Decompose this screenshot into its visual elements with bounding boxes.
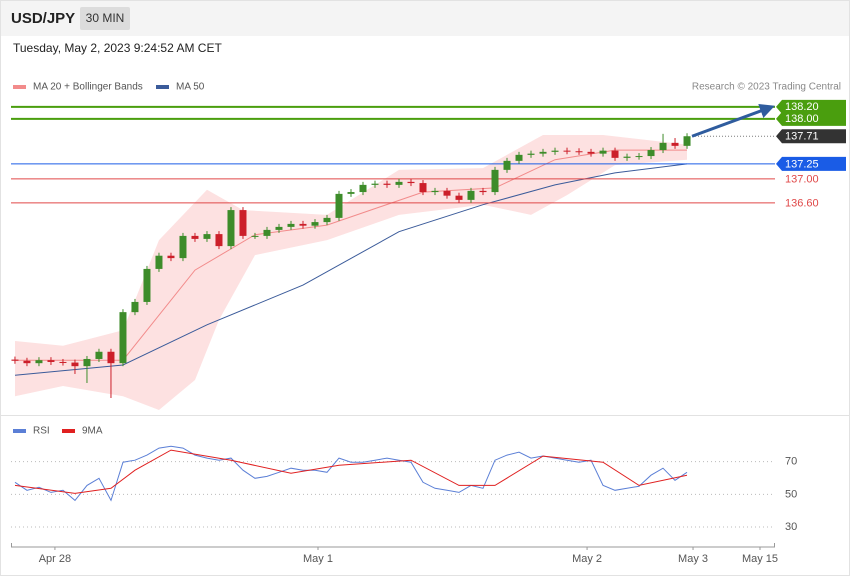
candle-body bbox=[227, 210, 235, 247]
candle-body bbox=[95, 351, 103, 359]
legend-swatch bbox=[13, 85, 26, 89]
candle-body bbox=[23, 360, 31, 364]
candle-body bbox=[203, 234, 211, 239]
level-box bbox=[776, 111, 846, 126]
candle-body bbox=[683, 136, 691, 146]
timeframe-box bbox=[80, 7, 130, 30]
candle-body bbox=[143, 268, 151, 302]
legend-label: MA 50 bbox=[176, 82, 205, 93]
candle-body bbox=[527, 153, 535, 155]
level-label: 137.71 bbox=[785, 131, 819, 143]
candle-body bbox=[35, 360, 43, 364]
candle-body bbox=[347, 192, 355, 194]
legend-label: MA 20 + Bollinger Bands bbox=[33, 82, 143, 93]
candle-body bbox=[551, 150, 559, 152]
y-tick-label: 70 bbox=[785, 456, 797, 468]
rsi-panel: RSI 9MA 30 50 70 Apr 28 May 1 May 2 May 3 May 15 bbox=[11, 426, 797, 565]
x-tick-label: May 3 bbox=[678, 553, 708, 565]
candle-body bbox=[383, 183, 391, 185]
candle-body bbox=[443, 190, 451, 196]
candle-body bbox=[623, 156, 631, 158]
price-panel: MA 20 + Bollinger Bands MA 50 138.20138.00… bbox=[11, 82, 846, 410]
candle-body bbox=[371, 183, 379, 185]
level-label: 137.00 bbox=[785, 173, 819, 185]
forecast-arrow bbox=[691, 103, 775, 138]
x-tick-label: Apr 28 bbox=[39, 553, 71, 565]
candle-body bbox=[167, 255, 175, 259]
level-box bbox=[776, 99, 846, 114]
level-label: 138.20 bbox=[785, 101, 819, 113]
candle-body bbox=[251, 235, 259, 237]
candle-body bbox=[455, 195, 463, 200]
candle-body bbox=[83, 358, 91, 367]
legend-swatch bbox=[62, 429, 75, 433]
level-box bbox=[776, 156, 846, 171]
candle-body bbox=[503, 160, 511, 170]
candle-body bbox=[119, 312, 127, 364]
candle-body bbox=[287, 223, 295, 227]
level-label: 136.60 bbox=[785, 197, 819, 209]
candle-body bbox=[395, 181, 403, 185]
candle-body bbox=[563, 150, 571, 152]
legend-swatch bbox=[156, 85, 169, 89]
candle-body bbox=[467, 190, 475, 200]
candle-body bbox=[155, 255, 163, 269]
candle-body bbox=[587, 151, 595, 154]
candle-body bbox=[239, 210, 247, 236]
level-label: 138.00 bbox=[785, 113, 819, 125]
candle-body bbox=[191, 235, 199, 239]
candle-body bbox=[407, 181, 415, 184]
moving-average bbox=[15, 149, 687, 361]
candle-body bbox=[71, 362, 79, 367]
candle-body bbox=[47, 360, 55, 362]
candle-body bbox=[431, 190, 439, 193]
rsi-line bbox=[14, 445, 688, 502]
candle-body bbox=[575, 151, 583, 153]
level-box bbox=[776, 129, 846, 144]
x-tick-label: May 15 bbox=[742, 553, 778, 565]
candle-body bbox=[647, 150, 655, 157]
y-tick-label: 50 bbox=[785, 488, 797, 500]
legend-label: 9MA bbox=[82, 426, 103, 437]
level-label: 137.25 bbox=[785, 158, 819, 170]
candle-body bbox=[179, 235, 187, 259]
moving-average bbox=[14, 163, 688, 376]
candle-body bbox=[515, 154, 523, 161]
candle-body bbox=[335, 193, 343, 218]
rsi-ma-line bbox=[14, 449, 688, 494]
y-tick-label: 30 bbox=[785, 521, 797, 533]
header-bar bbox=[1, 1, 849, 36]
x-tick-label: May 2 bbox=[572, 553, 602, 565]
credit: Research © 2023 Trading Central bbox=[692, 82, 841, 93]
candle-body bbox=[659, 142, 667, 151]
candle-body bbox=[359, 184, 367, 193]
candle-body bbox=[215, 234, 223, 247]
timeframe: 30 MIN bbox=[86, 11, 125, 25]
candle-body bbox=[263, 229, 271, 236]
candle-body bbox=[419, 183, 427, 193]
candle-body bbox=[635, 156, 643, 158]
x-tick-label: May 1 bbox=[303, 553, 333, 565]
candle-body bbox=[599, 150, 607, 154]
candle-body bbox=[107, 351, 115, 364]
candle-body bbox=[11, 359, 19, 361]
candle-body bbox=[479, 190, 487, 193]
candle-body bbox=[323, 217, 331, 223]
candle-body bbox=[611, 150, 619, 158]
date: Tuesday, May 2, 2023 9:24:52 AM CET bbox=[13, 41, 222, 55]
candle-body bbox=[311, 222, 319, 226]
candle-body bbox=[539, 151, 547, 154]
candle-body bbox=[299, 223, 307, 226]
candle-body bbox=[491, 169, 499, 193]
symbol: USD/JPY bbox=[11, 10, 75, 27]
candle-body bbox=[671, 142, 679, 146]
candle-body bbox=[275, 226, 283, 230]
legend-label: RSI bbox=[33, 426, 50, 437]
bollinger-band bbox=[15, 135, 687, 410]
candle-body bbox=[59, 361, 67, 363]
candle-body bbox=[131, 301, 139, 313]
legend-swatch bbox=[13, 429, 26, 433]
